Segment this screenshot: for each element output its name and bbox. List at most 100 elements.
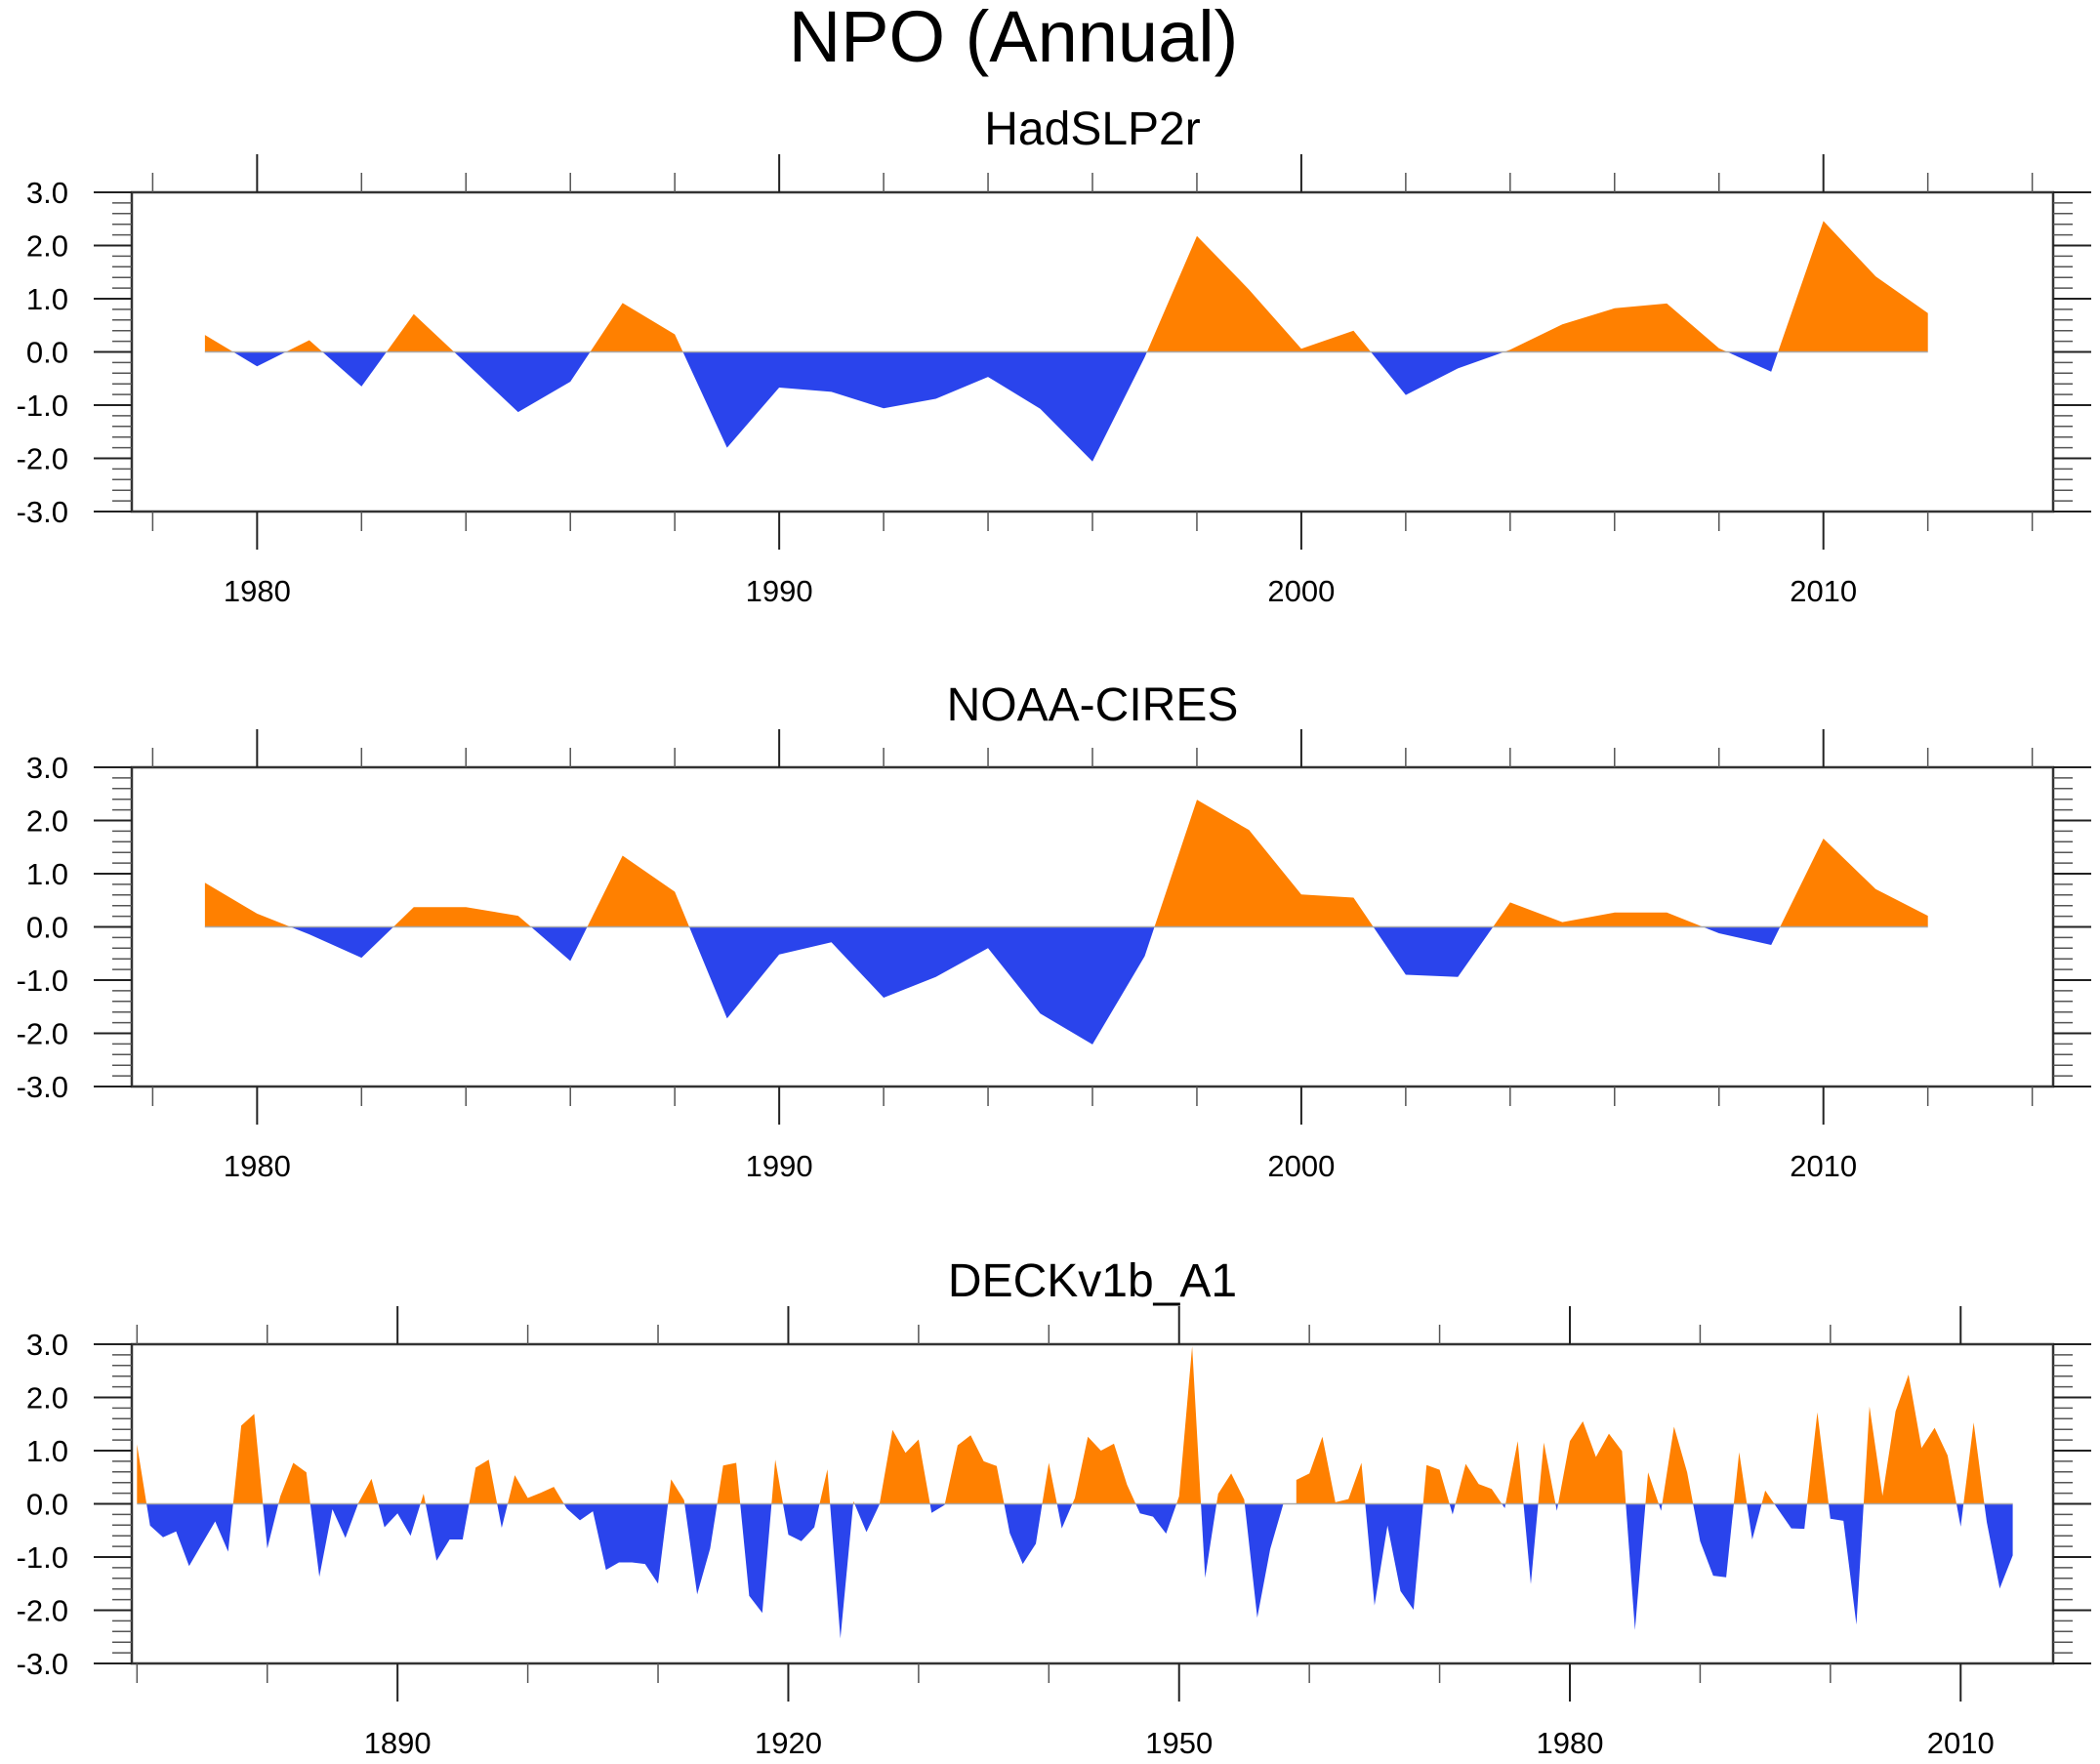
y-tick-label: 1.0 <box>26 857 68 891</box>
positive-anomaly-area <box>1072 1436 1136 1504</box>
negative-anomaly-area <box>1523 1503 1539 1584</box>
positive-anomaly-area <box>944 1435 1005 1504</box>
positive-anomaly-area <box>1558 1421 1626 1504</box>
negative-anomaly-area <box>1693 1503 1734 1578</box>
y-tick-label: 3.0 <box>26 751 68 785</box>
negative-anomaly-area <box>1555 1503 1558 1511</box>
positive-anomaly-area <box>668 1479 685 1504</box>
positive-anomaly-area <box>590 303 683 352</box>
positive-anomaly-area <box>1296 1436 1366 1504</box>
negative-anomaly-area <box>682 351 1147 462</box>
positive-anomaly-area <box>1761 1490 1775 1504</box>
negative-anomaly-area <box>1201 1503 1217 1579</box>
positive-anomaly-area <box>1780 839 1928 927</box>
positive-anomaly-area <box>1778 221 1928 352</box>
x-tick-label: 1920 <box>755 1726 822 1760</box>
y-tick-label: -3.0 <box>17 1647 68 1681</box>
positive-anomaly-area <box>285 340 323 352</box>
negative-anomaly-area <box>263 1503 279 1549</box>
positive-anomaly-area <box>1493 902 1704 927</box>
x-tick-label: 2000 <box>1267 1149 1335 1183</box>
positive-anomaly-area <box>204 882 291 927</box>
negative-anomaly-area <box>1004 1503 1043 1565</box>
x-tick-label: 1980 <box>1537 1726 1604 1760</box>
y-tick-label: -1.0 <box>17 389 68 423</box>
x-tick-label: 2000 <box>1267 574 1335 608</box>
y-tick-label: -2.0 <box>17 442 68 476</box>
panel-title: HadSLP2r <box>984 103 1200 155</box>
positive-anomaly-area <box>508 1475 564 1504</box>
positive-anomaly-area <box>1505 1441 1524 1504</box>
positive-anomaly-area <box>1042 1462 1057 1504</box>
negative-anomaly-area <box>1373 926 1494 977</box>
panel-hadslp2r: HadSLP2r 1980 1990 2000 2010 3.0 2.0 1.0 0.0 -1.… <box>17 103 2091 608</box>
x-tick-label: 1980 <box>224 574 291 608</box>
positive-anomaly-area <box>137 1444 147 1504</box>
positive-anomaly-area <box>717 1462 741 1504</box>
negative-anomaly-area <box>740 1503 772 1614</box>
x-tick-label: 1990 <box>746 574 813 608</box>
positive-anomaly-area <box>1807 1412 1829 1504</box>
positive-anomaly-area <box>393 907 531 927</box>
positive-anomaly-area <box>879 1429 930 1504</box>
y-tick-label: -3.0 <box>17 495 68 529</box>
y-tick-label: 1.0 <box>26 282 68 316</box>
negative-anomaly-area <box>830 1503 853 1639</box>
negative-anomaly-area <box>146 1503 233 1567</box>
positive-anomaly-area <box>1662 1426 1694 1504</box>
x-tick-label: 1980 <box>224 1149 291 1183</box>
positive-anomaly-area <box>1733 1452 1748 1504</box>
positive-anomaly-area <box>204 335 233 352</box>
positive-anomaly-area <box>232 1414 264 1504</box>
positive-anomaly-area <box>1176 1346 1202 1504</box>
panel-title: DECKv1b_A1 <box>948 1255 1237 1307</box>
positive-anomaly-area <box>771 1459 783 1504</box>
positive-anomaly-area <box>420 1494 426 1504</box>
y-tick-label: 1.0 <box>26 1434 68 1468</box>
negative-anomaly-area <box>1365 1503 1423 1610</box>
negative-anomaly-area <box>232 351 286 367</box>
y-tick-label: 2.0 <box>26 804 68 839</box>
panel-title: NOAA-CIRES <box>947 679 1239 731</box>
negative-anomaly-area <box>425 1503 470 1561</box>
negative-anomaly-area <box>1371 351 1504 395</box>
negative-anomaly-area <box>929 1503 945 1513</box>
y-tick-label: -3.0 <box>17 1070 68 1104</box>
negative-anomaly-area <box>1727 351 1779 372</box>
positive-anomaly-area <box>1146 235 1372 352</box>
y-tick-label: -2.0 <box>17 1594 68 1628</box>
positive-anomaly-area <box>1216 1473 1245 1504</box>
x-tick-label: 1950 <box>1145 1726 1213 1760</box>
y-tick-label: 3.0 <box>26 1328 68 1362</box>
negative-anomaly-area <box>1747 1503 1762 1539</box>
positive-anomaly-area <box>1422 1464 1450 1504</box>
y-tick-label: 0.0 <box>26 911 68 945</box>
positive-anomaly-area <box>819 1469 831 1504</box>
negative-anomaly-area <box>1626 1503 1646 1630</box>
positive-anomaly-area <box>1538 1442 1556 1504</box>
positive-anomaly-area <box>278 1462 310 1504</box>
negative-anomaly-area <box>563 1503 669 1584</box>
y-tick-label: 2.0 <box>26 229 68 264</box>
positive-anomaly-area <box>587 855 689 927</box>
x-tick-label: 2010 <box>1927 1726 1995 1760</box>
positive-anomaly-area <box>1455 1463 1503 1504</box>
negative-anomaly-area <box>1984 1503 2013 1589</box>
negative-anomaly-area <box>1244 1503 1284 1619</box>
panel-deckv1b-a1: DECKv1b_A1 1890 1920 1950 1980 2010 3.0 2.0 1.0… <box>17 1255 2091 1760</box>
negative-anomaly-area <box>1703 926 1781 945</box>
positive-anomaly-area <box>1154 800 1374 927</box>
negative-anomaly-area <box>290 926 393 959</box>
y-tick-label: -2.0 <box>17 1017 68 1051</box>
positive-anomaly-area <box>1503 303 1728 352</box>
negative-anomaly-area <box>1659 1503 1663 1511</box>
negative-anomaly-area <box>1056 1503 1073 1529</box>
negative-anomaly-area <box>1774 1503 1807 1530</box>
x-tick-label: 1990 <box>746 1149 813 1183</box>
negative-anomaly-area <box>1449 1503 1456 1515</box>
panel-noaa-cires: NOAA-CIRES 1980 1990 2000 2010 3.0 2.0 1.0 0.0 -… <box>17 679 2091 1183</box>
x-tick-label: 2010 <box>1790 1149 1857 1183</box>
negative-anomaly-area <box>689 926 1155 1045</box>
negative-anomaly-area <box>1829 1503 1864 1625</box>
